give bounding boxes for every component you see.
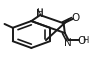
- Text: N: N: [64, 38, 72, 48]
- Text: H: H: [36, 8, 43, 17]
- Text: H: H: [82, 36, 88, 45]
- Text: O: O: [78, 36, 86, 46]
- Text: O: O: [72, 13, 80, 23]
- Text: N: N: [36, 9, 43, 19]
